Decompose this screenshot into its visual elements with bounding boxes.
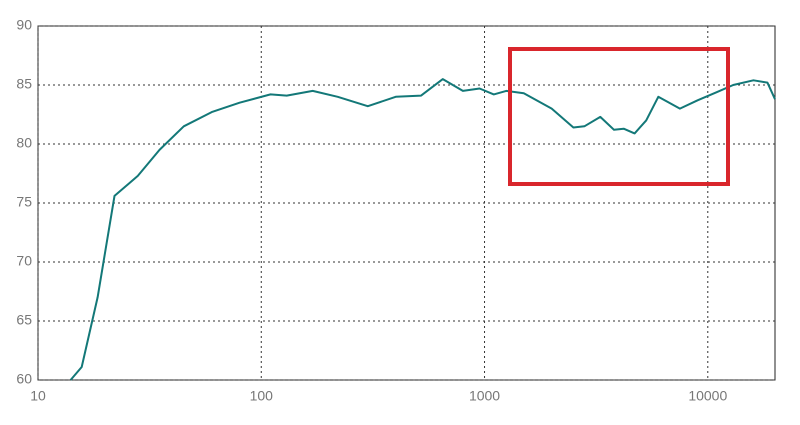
y-tick-label: 90 (16, 17, 32, 33)
x-tick-label: 1000 (469, 388, 500, 404)
y-tick-label: 65 (16, 312, 32, 328)
x-tick-label: 10 (30, 388, 46, 404)
line-series (69, 78, 776, 381)
y-tick-label: 85 (16, 76, 32, 92)
y-tick-label: 75 (16, 194, 32, 210)
highlight-box (508, 47, 730, 186)
x-tick-label: 10000 (688, 388, 727, 404)
y-tick-label: 80 (16, 135, 32, 151)
y-tick-label: 60 (16, 371, 32, 387)
y-tick-label: 70 (16, 253, 32, 269)
x-tick-label: 100 (250, 388, 274, 404)
